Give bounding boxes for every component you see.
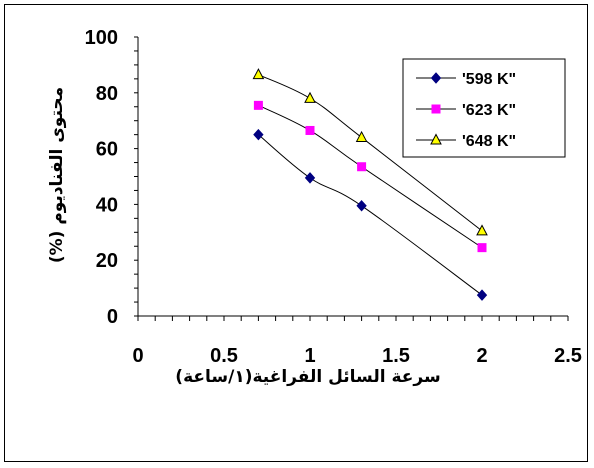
tick-labels: 0 0.5 1 1.5 2 2.5 0 20 40 60 80 100 — [85, 27, 582, 367]
y-tick-label: 60 — [96, 139, 118, 161]
legend-marker — [431, 104, 441, 114]
series-layer — [252, 68, 488, 301]
x-tick-label: 0.5 — [210, 345, 238, 367]
series-line — [258, 134, 483, 296]
legend-label: '648 K" — [462, 133, 516, 150]
data-point — [305, 125, 315, 135]
x-tick-label: 2.5 — [554, 345, 582, 367]
legend-label: '598 K" — [462, 71, 516, 88]
series-2 — [252, 68, 488, 236]
y-tick-label: 20 — [96, 250, 118, 272]
series-0 — [253, 128, 488, 301]
data-point — [357, 162, 367, 172]
data-point — [253, 128, 264, 141]
y-tick-label: 0 — [107, 306, 118, 328]
x-tick-label: 0 — [132, 345, 143, 367]
data-point — [252, 68, 265, 80]
data-point — [476, 289, 488, 301]
data-point — [304, 172, 316, 184]
y-tick-label: 80 — [96, 83, 118, 105]
series-1 — [253, 100, 487, 253]
x-axis-label: سرعة السائل الفراغية(١/ساعة) — [175, 367, 440, 387]
data-point — [477, 243, 487, 253]
y-tick-label: 40 — [96, 194, 118, 216]
data-point — [253, 100, 263, 110]
series-line — [258, 104, 483, 249]
y-axis-label: محتوى الفناديوم (%) — [47, 87, 67, 263]
data-point — [356, 200, 367, 212]
legend-label: '623 K" — [462, 102, 516, 119]
data-point — [355, 130, 368, 142]
data-point — [304, 91, 316, 103]
legend-box — [402, 58, 566, 158]
legend-marker — [430, 133, 442, 145]
data-point — [476, 224, 488, 236]
legend-marker — [430, 72, 442, 84]
x-tick-label: 1 — [304, 345, 315, 367]
legend: '598 K" '623 K" '648 K" — [402, 58, 566, 158]
y-tick-label: 100 — [85, 27, 118, 49]
x-tick-label: 1.5 — [382, 345, 410, 367]
x-tick-label: 2 — [476, 345, 487, 367]
series-line — [258, 74, 483, 232]
axes — [134, 36, 569, 321]
